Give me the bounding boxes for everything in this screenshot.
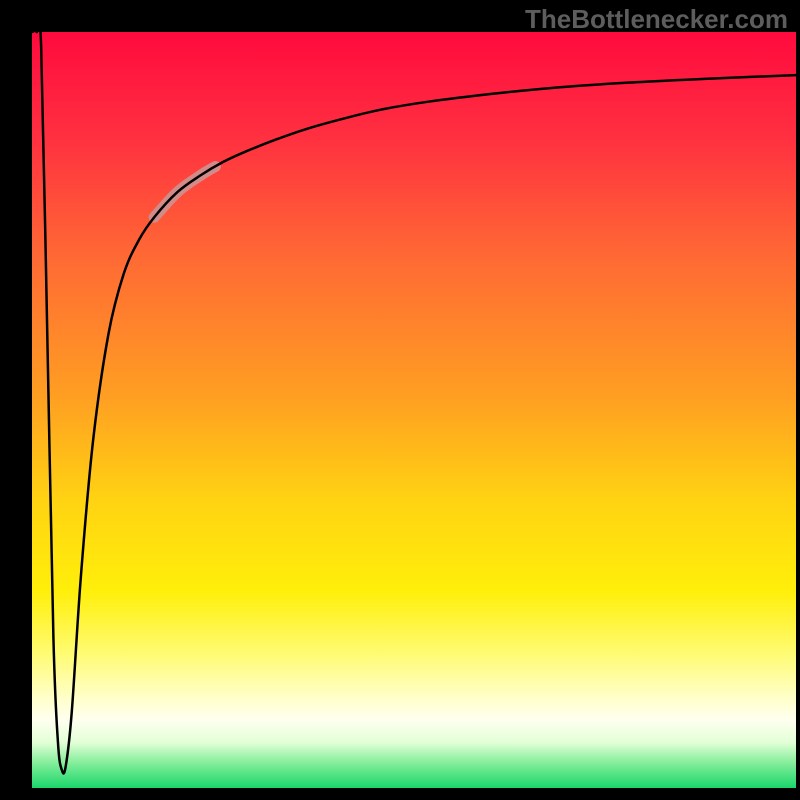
watermark-text: TheBottlenecker.com (525, 4, 788, 35)
chart-frame: TheBottlenecker.com (0, 0, 800, 800)
gradient-background (32, 32, 796, 788)
plot-area (32, 32, 796, 788)
chart-svg (32, 32, 796, 788)
